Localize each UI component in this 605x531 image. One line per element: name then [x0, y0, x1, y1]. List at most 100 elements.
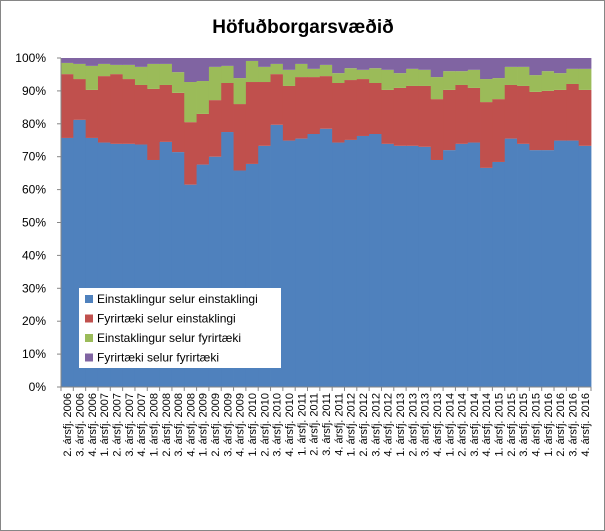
bar-segment: [208, 58, 222, 67]
x-tick-label: 4. ársfj. 2008: [185, 393, 197, 457]
x-tick-label: 1. ársfj. 2008: [148, 393, 160, 457]
bar-segment: [393, 73, 407, 88]
bar-segment: [134, 84, 148, 145]
x-tick-label: 4. ársfj. 2013: [432, 393, 444, 457]
x-tick-label: 1. ársfj. 2013: [395, 393, 407, 457]
bar-segment: [480, 167, 493, 387]
x-tick-label: 1. ársfj. 2012: [346, 393, 358, 457]
bar-segment: [492, 161, 506, 387]
bar-segment: [245, 58, 259, 61]
bar-segment: [344, 68, 358, 81]
legend-label: Fyrirtæki selur fyrirtæki: [97, 351, 219, 365]
y-tick-label: 90%: [22, 84, 46, 98]
axes: 2. ársfj. 2006 3. ársfj. 2006 4. ársfj. 20…: [15, 51, 592, 457]
bar-segment: [258, 66, 271, 83]
y-tick-label: 80%: [22, 117, 46, 131]
bar-segment: [393, 87, 407, 146]
bar-segment: [184, 82, 197, 123]
bar-segment: [517, 85, 530, 144]
legend-label: Einstaklingur selur einstaklingi: [97, 292, 258, 306]
x-tick-label: 4. ársfj. 2011: [333, 393, 345, 456]
bar-segment: [578, 58, 592, 69]
bar-segment: [134, 66, 148, 85]
legend-swatch: [85, 314, 93, 323]
bar-segment: [196, 113, 210, 165]
y-tick-label: 100%: [15, 51, 46, 65]
bar-segment: [110, 64, 124, 75]
x-tick-label: 4. ársfj. 2010: [284, 393, 296, 457]
bar-segment: [61, 74, 74, 138]
bar-segment: [147, 88, 161, 160]
bar-segment: [97, 76, 111, 143]
x-tick-label: 4. ársfj. 2014: [481, 393, 493, 457]
bar-segment: [307, 133, 321, 387]
x-tick-label: 4. ársfj. 2015: [531, 393, 543, 457]
bar-segment: [492, 78, 506, 100]
bar-segment: [369, 133, 382, 387]
x-tick-label: 1. ársfj. 2016: [543, 393, 555, 457]
bar-segment: [554, 89, 567, 141]
bar-segment: [443, 58, 456, 72]
bar-segment: [61, 58, 74, 63]
x-tick-label: 2. ársfj. 2013: [407, 393, 419, 457]
bar-segment: [319, 76, 333, 129]
bar-segment: [171, 72, 185, 93]
x-tick-label: 3. ársfj. 2013: [420, 393, 432, 457]
bar-segment: [282, 69, 296, 86]
bar-segment: [443, 89, 456, 151]
x-tick-label: 1. ársfj. 2011: [296, 393, 308, 456]
bar-segment: [480, 79, 493, 103]
x-tick-label: 3. ársfj. 2011: [321, 393, 333, 456]
bar-segment: [122, 79, 136, 144]
y-tick-label: 50%: [22, 216, 46, 230]
x-tick-label: 3. ársfj. 2007: [124, 393, 136, 457]
bar-segment: [455, 84, 469, 144]
bar-segment: [159, 58, 173, 64]
bar-segment: [282, 140, 296, 387]
y-tick-label: 0%: [29, 380, 47, 394]
bar-segment: [578, 89, 592, 146]
bar-segment: [159, 63, 173, 85]
bar-segment: [467, 87, 481, 143]
x-tick-label: 1. ársfj. 2015: [494, 393, 506, 457]
x-tick-label: 1. ársfj. 2007: [99, 393, 111, 457]
bar-segment: [443, 150, 456, 387]
x-tick-label: 2. ársfj. 2011: [309, 393, 321, 456]
bar-segment: [110, 58, 124, 65]
bar-segment: [578, 68, 592, 90]
bar-segment: [356, 79, 370, 136]
x-tick-label: 1. ársfj. 2014: [444, 393, 456, 457]
bar-segment: [480, 58, 493, 80]
x-tick-label: 3. ársfj. 2014: [469, 393, 481, 457]
x-tick-label: 2. ársfj. 2009: [210, 393, 222, 457]
bar-segment: [541, 58, 555, 72]
bar-segment: [97, 58, 111, 64]
bar-segment: [85, 89, 99, 138]
bar-segment: [492, 58, 506, 79]
bar-segment: [356, 135, 370, 387]
bar-segment: [295, 138, 308, 387]
x-tick-label: 1. ársfj. 2009: [198, 393, 210, 457]
bar-segment: [221, 58, 234, 66]
legend-swatch: [85, 334, 93, 342]
bar-segment: [258, 58, 271, 67]
bar-segment: [159, 84, 173, 142]
bar-segment: [406, 58, 419, 69]
bar-segment: [541, 71, 555, 91]
bar-segment: [529, 91, 543, 151]
bar-segment: [492, 99, 506, 162]
chart-title: Höfuðborgarsvæðið: [212, 17, 394, 38]
bar-segment: [344, 58, 358, 69]
bar-segment: [171, 58, 185, 73]
bar-segment: [406, 145, 419, 387]
bar-segment: [208, 66, 222, 101]
bar-segment: [184, 58, 197, 83]
bar-segment: [406, 85, 419, 146]
bar-segment: [406, 68, 419, 86]
bar-segment: [282, 85, 296, 141]
bar-segment: [467, 142, 481, 387]
bar-segment: [61, 62, 74, 75]
bar-segment: [467, 69, 481, 88]
bar-segment: [122, 64, 136, 80]
bar-segment: [258, 82, 271, 146]
